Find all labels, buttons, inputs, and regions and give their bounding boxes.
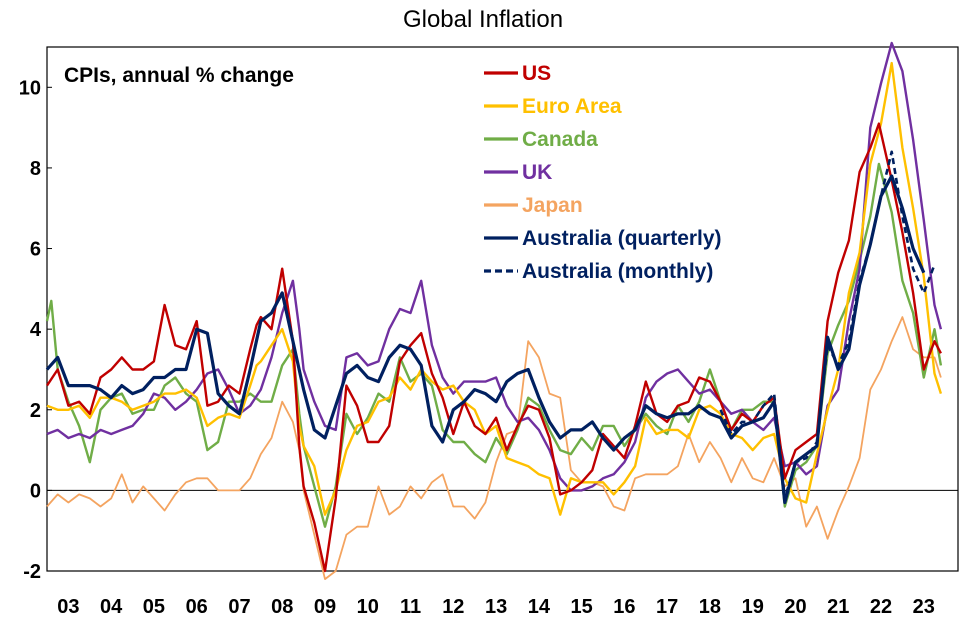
- y-tick-label: 8: [30, 158, 41, 180]
- x-tick-label: 11: [400, 596, 421, 618]
- x-tick-label: 10: [357, 596, 379, 618]
- x-tick-label: 04: [100, 596, 123, 618]
- x-tick-label: 13: [485, 596, 507, 618]
- legend-label: UK: [522, 161, 552, 184]
- plot-area: -2 0 2 4 6 8 10 03 04 05 06 07 08 09 10 11 12 13 14 15 16 17…: [19, 41, 959, 618]
- x-tick-label: 18: [699, 596, 721, 618]
- legend-label: Canada: [522, 128, 598, 151]
- x-tick-label: 09: [314, 596, 336, 618]
- y-tick-label: -2: [23, 561, 41, 583]
- x-tick-label: 20: [784, 596, 806, 618]
- series-line-japan: [46, 316, 942, 580]
- legend-label: Australia (monthly): [522, 260, 713, 283]
- x-tick-label: 23: [913, 596, 935, 618]
- plot-frame: [46, 46, 959, 572]
- x-tick-label: 17: [656, 596, 678, 618]
- series-layer: [45, 41, 943, 580]
- x-tick-label: 16: [613, 596, 635, 618]
- x-tick-label: 12: [442, 596, 464, 618]
- x-tick-label: 21: [827, 596, 849, 618]
- y-tick-label: 4: [30, 319, 42, 341]
- legend-label: Euro Area: [522, 95, 622, 118]
- legend: US Euro Area Canada UK Japan Australia (quart…: [484, 62, 722, 283]
- series-line-australia-monthly: [719, 150, 936, 500]
- x-tick-label: 15: [570, 596, 592, 618]
- y-axis-ticks: -2 0 2 4 6 8 10: [19, 77, 52, 583]
- x-tick-label: 05: [143, 596, 165, 618]
- chart-title: Global Inflation: [403, 6, 563, 33]
- y-tick-label: 0: [30, 480, 41, 502]
- series-line-euro-area: [46, 61, 943, 516]
- legend-label: US: [522, 62, 551, 85]
- series-line-australia-quarterly: [45, 174, 926, 505]
- x-tick-label: 06: [186, 596, 208, 618]
- x-tick-label: 08: [271, 596, 293, 618]
- y-tick-label: 6: [30, 239, 41, 261]
- x-tick-label: 19: [742, 596, 764, 618]
- x-tick-label: 22: [870, 596, 892, 618]
- x-tick-label: 03: [57, 596, 79, 618]
- x-tick-label: 14: [528, 596, 551, 618]
- chart-subtitle: CPIs, annual % change: [64, 64, 294, 87]
- y-tick-label: 2: [30, 400, 41, 422]
- legend-label: Japan: [522, 194, 583, 217]
- y-tick-label: 10: [19, 77, 41, 99]
- x-axis-ticks: 03 04 05 06 07 08 09 10 11 12 13 14 15 16 17 18 19 20 21 22…: [57, 596, 935, 618]
- series-line-us: [46, 122, 942, 573]
- legend-label: Australia (quarterly): [522, 227, 722, 250]
- x-tick-label: 07: [228, 596, 250, 618]
- series-line-uk: [46, 41, 943, 492]
